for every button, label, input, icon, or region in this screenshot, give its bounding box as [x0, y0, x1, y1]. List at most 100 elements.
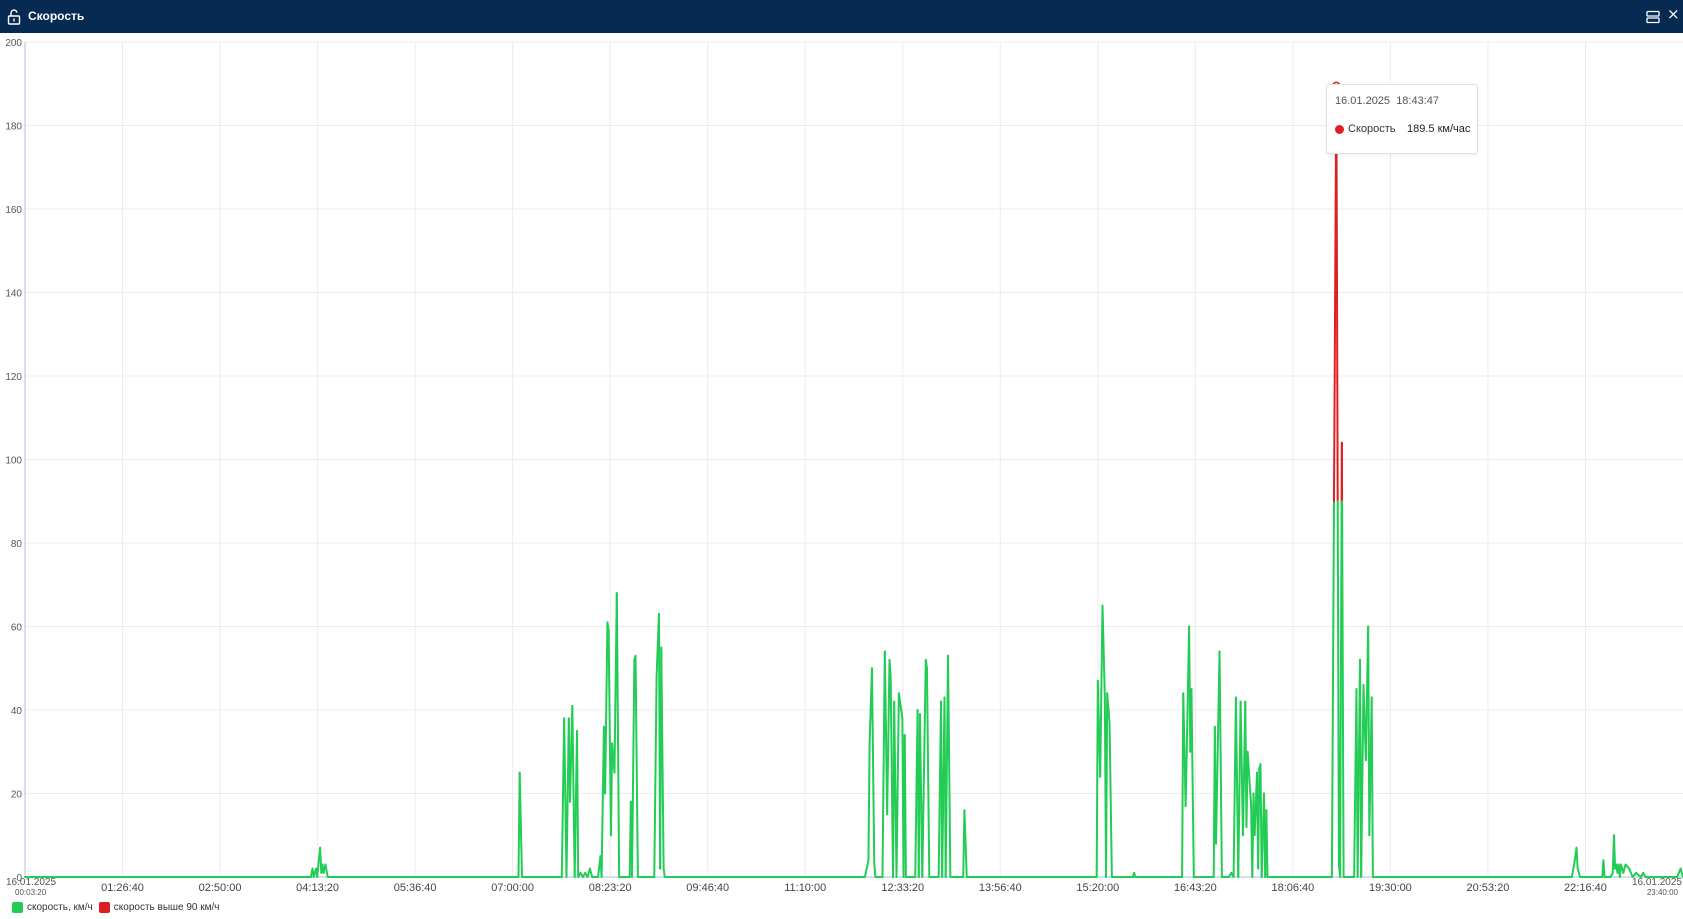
series-line-segment [1360, 683, 1365, 878]
series-line-segment [1257, 767, 1261, 870]
x-axis: 01:26:40 02:50:00 04:13:20 05:36:40 07:00:00… [6, 876, 1683, 897]
series-line-segment [653, 675, 658, 878]
y-tick-label: 20 [11, 790, 23, 801]
series-line-segment [1370, 696, 1374, 878]
y-tick-label: 140 [5, 289, 22, 300]
window-titlebar: Скорость × [0, 0, 1683, 33]
series-line-segment [1099, 604, 1104, 778]
speed-chart: 0 20 40 60 80 100 120 140 160 180 200 01:26:40 02:5… [5, 38, 1683, 897]
x-tick-label: 20:53:20 [1467, 882, 1510, 894]
x-tick-label: 07:00:00 [491, 882, 534, 894]
series-line-segment [606, 621, 610, 632]
chart-tooltip: 16.01.2025 18:43:47 Скорость 189.5 км/ча… [1326, 84, 1478, 154]
y-tick-label: 180 [5, 122, 22, 133]
tooltip-series-row: Скорость [1335, 123, 1396, 135]
series-line-segment [947, 654, 952, 878]
series-line-segment [1602, 859, 1606, 878]
x-tick-label: 11:10:00 [784, 882, 826, 894]
series-line-segment [1336, 500, 1340, 866]
series-line-segment [867, 742, 871, 862]
x-tick-label: 13:56:40 [979, 882, 1022, 894]
series-line-segment [1246, 750, 1253, 808]
series-line-segment [1184, 750, 1188, 808]
series-line-segment [1106, 692, 1111, 724]
series-line-segment [1341, 500, 1345, 878]
x-end-time-label: 23:40:00 [1647, 888, 1679, 897]
series-line-segment [1218, 650, 1223, 878]
series-line-segment [1105, 692, 1109, 878]
y-tick-label: 60 [11, 623, 23, 634]
series-line-segment [1190, 688, 1195, 878]
series-line-segment [886, 658, 891, 816]
y-tick-label: 200 [5, 38, 22, 49]
x-tick-label: 12:33:20 [881, 882, 924, 894]
series-line-segment [1635, 871, 1642, 878]
series-line-segment [1108, 721, 1113, 878]
series-line-segment [895, 692, 900, 878]
series-line-segment [963, 809, 968, 878]
series-line-segment [660, 646, 665, 870]
y-tick-label: 40 [11, 706, 23, 717]
legend-swatch-icon [12, 901, 23, 913]
series-line-segment [518, 771, 524, 878]
x-end-date-label: 16.01.2025 [1632, 877, 1682, 888]
series-line-segment [921, 658, 927, 878]
x-tick-label: 05:36:40 [394, 882, 437, 894]
series-line-segment [588, 867, 594, 878]
close-icon[interactable]: × [1667, 5, 1680, 23]
series-line-segment [1576, 867, 1582, 878]
series-line-segment [324, 863, 329, 878]
legend-item-over[interactable]: скорость выше 90 км/ч [98, 901, 220, 913]
tooltip-value: 189.5 км/час [1407, 123, 1471, 135]
chart-grid [25, 41, 1683, 878]
series-line-segment [870, 667, 876, 866]
legend-label: скорость, км/ч [27, 901, 93, 913]
series-speed [24, 84, 1683, 878]
lock-open-icon[interactable] [7, 9, 21, 25]
tooltip-series-dot-icon [1335, 124, 1344, 134]
series-line-segment [903, 734, 907, 878]
series-line-segment [609, 742, 614, 837]
series-line-segment [615, 592, 621, 878]
y-tick-label: 100 [5, 456, 22, 467]
y-tick-label: 160 [5, 205, 22, 216]
series-line-segment [1570, 863, 1576, 878]
series-line-segment [1575, 846, 1579, 870]
series-line-segment [1101, 604, 1106, 699]
series-line-segment [863, 859, 870, 878]
layout-toggle-icon[interactable] [1646, 10, 1660, 24]
series-line-segment [873, 863, 877, 878]
series-line-segment [897, 692, 904, 720]
y-tick-label: 80 [11, 539, 23, 550]
series-line-segment [888, 658, 892, 678]
legend-swatch-icon [98, 901, 110, 913]
y-axis: 0 20 40 60 80 100 120 140 160 180 200 [5, 38, 26, 884]
series-line-segment [1245, 750, 1249, 828]
x-tick-label: 22:16:40 [1564, 882, 1607, 894]
series-line-segment [924, 658, 928, 670]
series-line-segment [631, 658, 636, 878]
tooltip-datetime: 16.01.2025 18:43:47 [1335, 95, 1440, 107]
window-title: Скорость [28, 9, 85, 23]
series-line-segment [1628, 867, 1634, 878]
y-tick-label: 0 [16, 873, 22, 884]
series-line-segment [662, 867, 666, 878]
x-tick-label: 01:26:40 [101, 882, 144, 894]
series-line-segment [1622, 863, 1627, 874]
chart-legend: скорость, км/ч скорость выше 90 км/ч [12, 900, 220, 914]
x-tick-label: 15:20:00 [1076, 882, 1119, 894]
tooltip-series-name: Скорость [1348, 123, 1396, 135]
series-line-segment [1265, 809, 1269, 878]
x-start-date-label: 16.01.2025 [6, 877, 56, 888]
series-line-segment [1612, 834, 1617, 870]
x-tick-label: 18:06:40 [1271, 882, 1314, 894]
x-tick-label: 04:13:20 [296, 882, 339, 894]
x-tick-label: 02:50:00 [199, 882, 242, 894]
legend-label: скорость выше 90 км/ч [113, 901, 220, 913]
series-line-segment [1335, 84, 1339, 503]
x-start-time-label: 00:03:20 [15, 888, 47, 897]
legend-item-normal[interactable]: скорость, км/ч [12, 901, 93, 913]
series-line-segment [604, 621, 609, 795]
y-tick-label: 120 [5, 372, 22, 383]
x-tick-label: 08:23:20 [589, 882, 632, 894]
